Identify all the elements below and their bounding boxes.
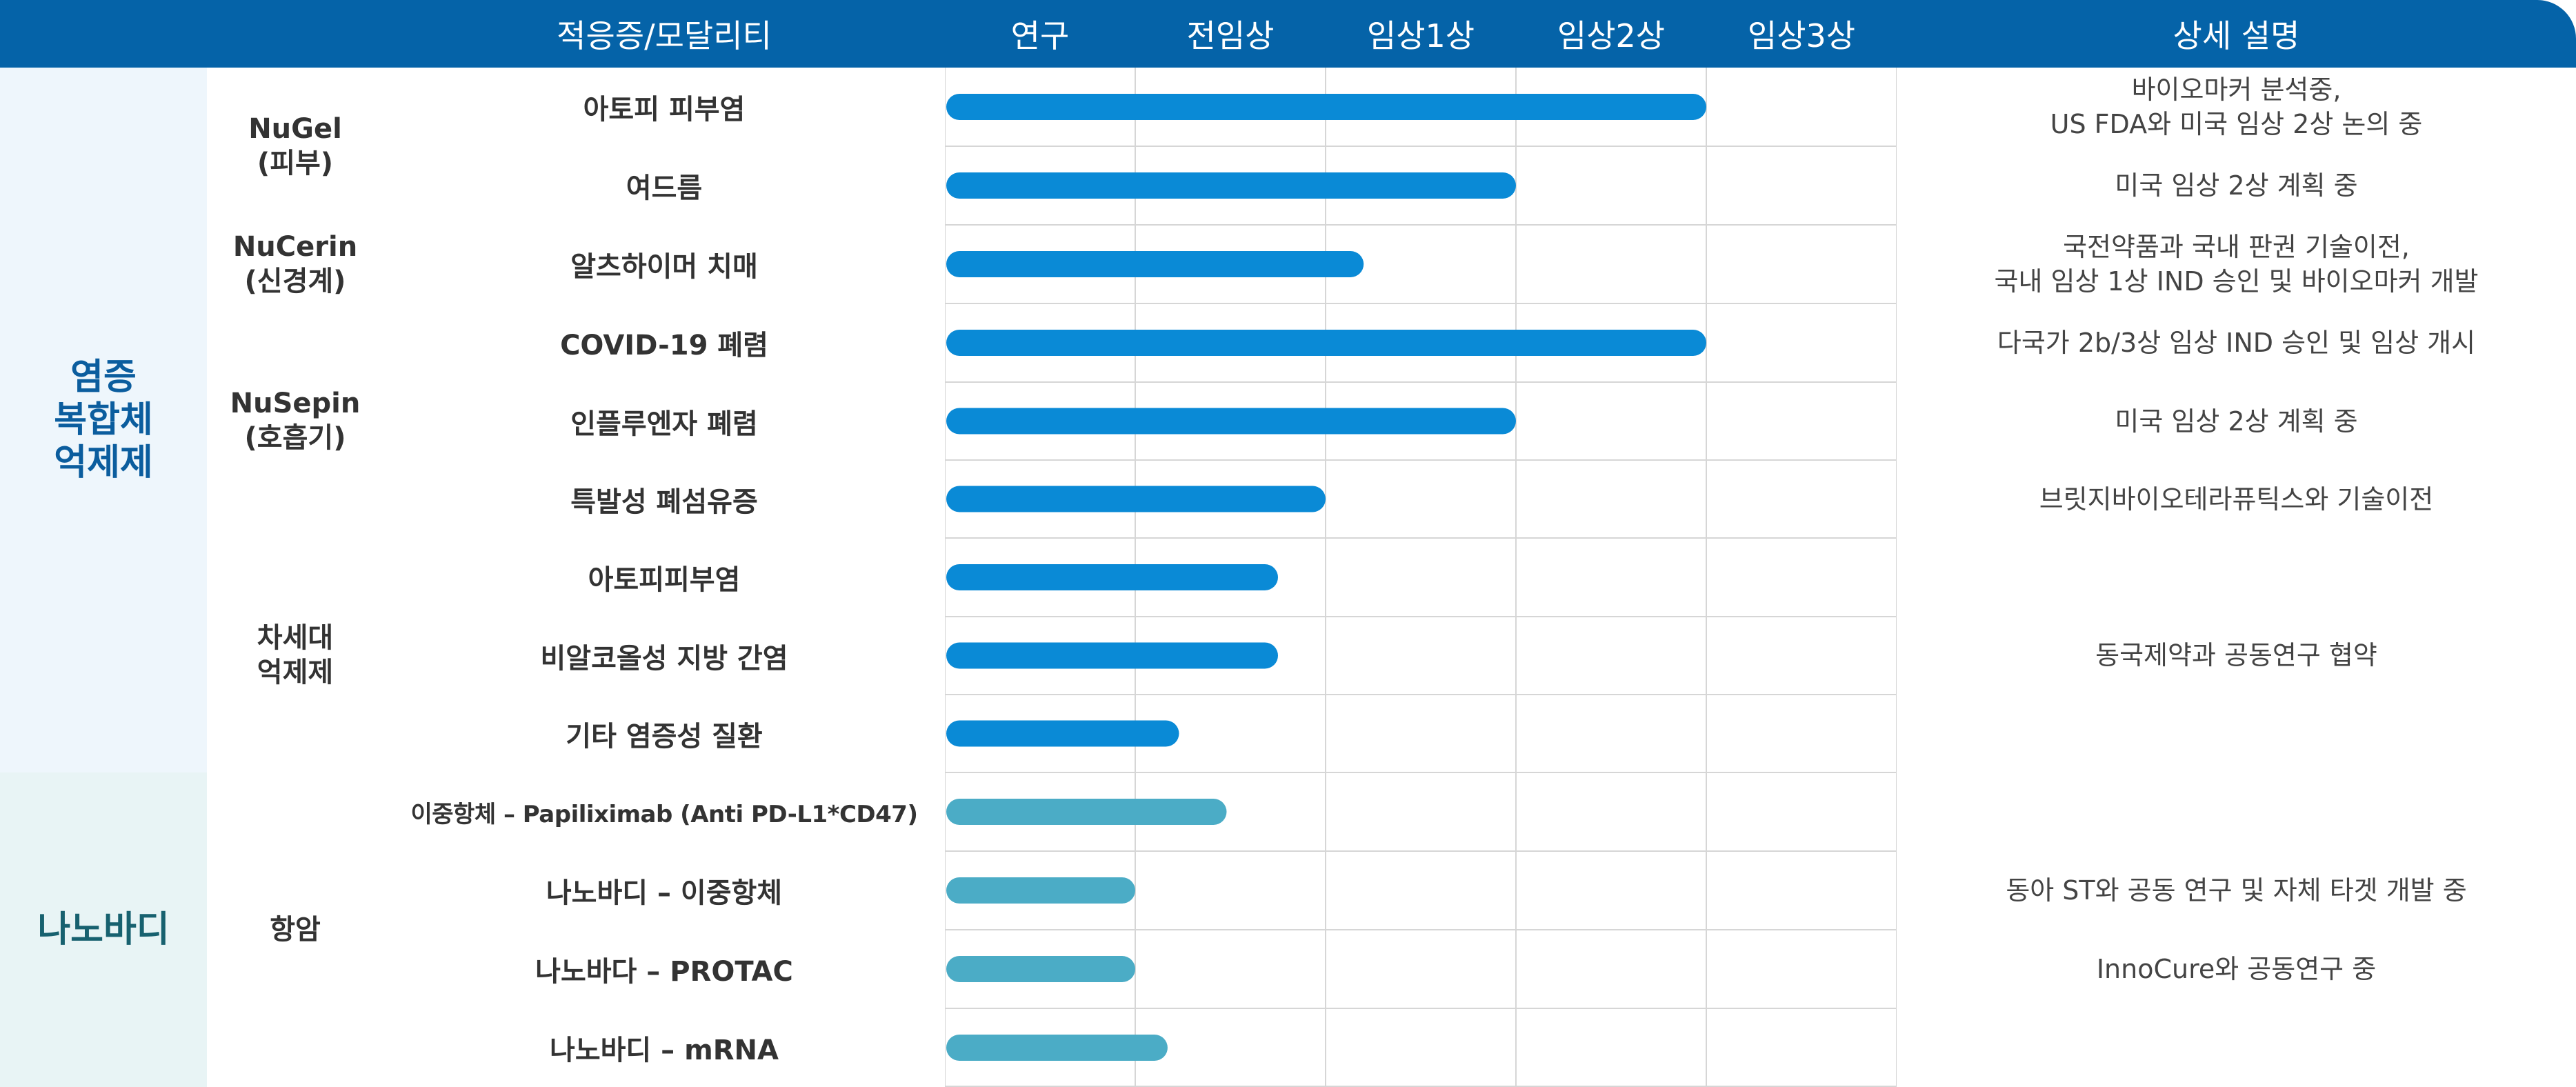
header-description: 상세 설명 [1897,0,2576,68]
progress-bar [946,251,1364,277]
indication-label: 나노바다 – PROTAC [383,930,945,1008]
indication-label: 아토피 피부염 [383,68,945,146]
indication-label: 특발성 폐섬유증 [383,460,945,538]
progress-bar [946,408,1516,435]
description-cell: 미국 임상 2상 계획 중 [1897,382,2576,460]
platform-nugel: NuGel (피부) [207,68,383,225]
description-cell: 바이오마커 분석중, US FDA와 미국 임상 2상 논의 중 [1897,68,2576,146]
header-indication: 적응증/모달리티 [383,0,945,68]
description-cell [1897,772,2576,851]
progress-bar [946,486,1326,512]
description-cell [1897,1008,2576,1087]
platform-nusepin: NuSepin (호흡기) [207,303,383,538]
indication-label: 나노바디 – mRNA [383,1008,945,1087]
indication-label: 나노바디 – 이중항체 [383,851,945,930]
description-cell: 미국 임상 2상 계획 중 [1897,146,2576,225]
progress-bar [946,564,1278,590]
description-cell: 국전약품과 국내 판권 기술이전, 국내 임상 1상 IND 승인 및 바이오마… [1897,225,2576,303]
progress-bar [946,877,1135,904]
description-cell: 동아 ST와 공동 연구 및 자체 타겟 개발 중 [1897,851,2576,930]
platform-next-gen-inhibitor: 차세대 억제제 [207,538,383,772]
header-blank-category [0,0,207,68]
progress-bar [946,1035,1168,1061]
indication-label: 알츠하이머 치매 [383,225,945,303]
indication-label: 아토피피부염 [383,538,945,617]
progress-bar [946,720,1179,747]
progress-bar [946,94,1706,120]
indication-label: 기타 염증성 질환 [383,695,945,772]
header-stage-research: 연구 [945,0,1135,68]
indication-label: 인플루엔자 폐렴 [383,382,945,460]
indication-label: 비알코올성 지방 간염 [383,617,945,695]
header-blank-platform [207,0,383,68]
indication-label: COVID-19 폐렴 [383,303,945,382]
progress-bar [946,642,1278,669]
progress-bar [946,799,1227,825]
header-stage-phase1: 임상1상 [1326,0,1516,68]
description-cell: 브릿지바이오테라퓨틱스와 기술이전 [1897,460,2576,538]
description-cell-merged: 동국제약과 공동연구 협약 [1897,538,2576,772]
platform-anticancer: 항암 [207,772,383,1087]
header-stage-phase3: 임상3상 [1706,0,1897,68]
category-nanobody: 나노바디 [0,772,207,1087]
indication-label: 이중항체 – Papiliximab (Anti PD-L1*CD47) [383,772,945,851]
description-cell: InnoCure와 공동연구 중 [1897,930,2576,1008]
platform-nucerin: NuCerin (신경계) [207,225,383,303]
category-inflammasome-inhibitor: 염증 복합체 억제제 [0,68,207,772]
description-cell: 다국가 2b/3상 임상 IND 승인 및 임상 개시 [1897,303,2576,382]
progress-bar [946,172,1516,199]
header-stage-preclinical: 전임상 [1135,0,1326,68]
header-stage-phase2: 임상2상 [1516,0,1706,68]
progress-bar [946,330,1706,356]
indication-label: 여드름 [383,146,945,225]
progress-bar [946,956,1135,982]
